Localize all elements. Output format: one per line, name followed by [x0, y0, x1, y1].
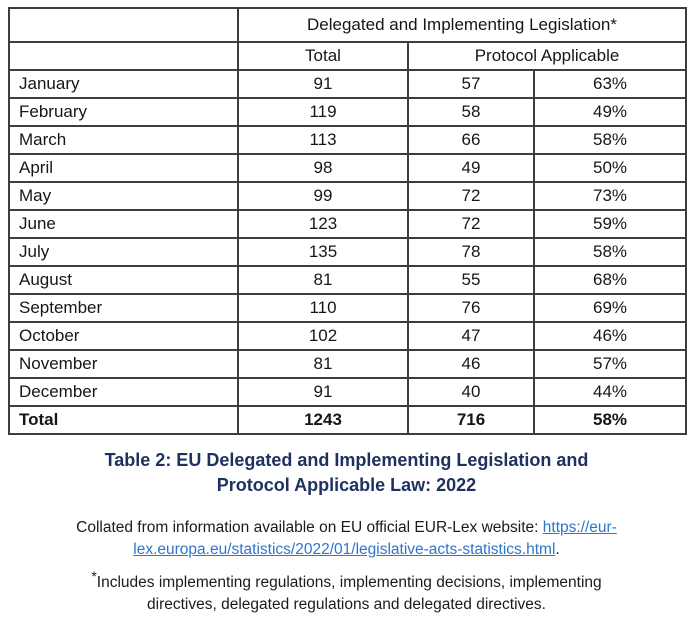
- row-label: November: [8, 349, 239, 379]
- row-percent-value: 58%: [532, 125, 688, 155]
- table-row: May 99 72 73%: [8, 181, 688, 211]
- row-label: July: [8, 237, 239, 267]
- row-label: December: [8, 377, 239, 407]
- row-protocol-value: 72: [407, 209, 535, 239]
- row-percent-value: 68%: [532, 265, 688, 295]
- row-protocol-value: 58: [407, 97, 535, 127]
- row-percent-value: 57%: [532, 349, 688, 379]
- row-percent-value: 49%: [532, 97, 688, 127]
- source-note: Collated from information available on E…: [0, 517, 693, 561]
- table-row: April 98 49 50%: [8, 153, 688, 183]
- row-total-value: 113: [237, 125, 409, 155]
- row-label: April: [8, 153, 239, 183]
- row-total-value: 91: [237, 69, 409, 99]
- row-total-value: 119: [237, 97, 409, 127]
- legislation-table: Delegated and Implementing Legislation* …: [8, 7, 688, 435]
- footnote: *Includes implementing regulations, impl…: [0, 569, 693, 616]
- table-caption: Table 2: EU Delegated and Implementing L…: [0, 448, 693, 498]
- row-label: January: [8, 69, 239, 99]
- table-row: August 81 55 68%: [8, 265, 688, 295]
- row-percent-value: 58%: [532, 405, 688, 435]
- row-protocol-value: 72: [407, 181, 535, 211]
- table-header-columns-row: Total Protocol Applicable: [8, 41, 688, 71]
- row-percent-value: 63%: [532, 69, 688, 99]
- row-total-value: 110: [237, 293, 409, 323]
- row-total-value: 1243: [237, 405, 409, 435]
- empty-corner-cell: [8, 7, 239, 43]
- table-row: March 113 66 58%: [8, 125, 688, 155]
- row-total-value: 135: [237, 237, 409, 267]
- row-protocol-value: 57: [407, 69, 535, 99]
- source-period: .: [555, 541, 560, 558]
- table-row: January 91 57 63%: [8, 69, 688, 99]
- row-label: May: [8, 181, 239, 211]
- link-line-2[interactable]: lex.europa.eu/statistics/2022/01/legisla…: [133, 541, 556, 558]
- table-body: January 91 57 63% February 119 58 49% March 113 66…: [8, 69, 688, 435]
- table-row: September 110 76 69%: [8, 293, 688, 323]
- row-percent-value: 46%: [532, 321, 688, 351]
- row-protocol-value: 716: [407, 405, 535, 435]
- row-protocol-value: 55: [407, 265, 535, 295]
- row-protocol-value: 78: [407, 237, 535, 267]
- table-header-title-row: Delegated and Implementing Legislation*: [8, 7, 688, 43]
- row-total-value: 99: [237, 181, 409, 211]
- row-total-value: 81: [237, 265, 409, 295]
- row-percent-value: 44%: [532, 377, 688, 407]
- row-label: June: [8, 209, 239, 239]
- row-total-value: 102: [237, 321, 409, 351]
- row-total-value: 91: [237, 377, 409, 407]
- table-row: October 102 47 46%: [8, 321, 688, 351]
- footnote-line-1: Includes implementing regulations, imple…: [96, 574, 602, 591]
- table-row: June 123 72 59%: [8, 209, 688, 239]
- table-row: July 135 78 58%: [8, 237, 688, 267]
- row-total-value: 123: [237, 209, 409, 239]
- footnote-line-2: directives, delegated regulations and de…: [147, 596, 546, 613]
- table-row: November 81 46 57%: [8, 349, 688, 379]
- row-total-value: 81: [237, 349, 409, 379]
- caption-line-1: Table 2: EU Delegated and Implementing L…: [104, 450, 589, 470]
- row-protocol-value: 40: [407, 377, 535, 407]
- row-protocol-value: 76: [407, 293, 535, 323]
- table-row: December 91 40 44%: [8, 377, 688, 407]
- row-protocol-value: 47: [407, 321, 535, 351]
- source-text: Collated from information available on E…: [76, 519, 543, 536]
- row-label: Total: [8, 405, 239, 435]
- column-header-total: Total: [237, 41, 409, 71]
- row-percent-value: 73%: [532, 181, 688, 211]
- row-percent-value: 59%: [532, 209, 688, 239]
- caption-line-2: Protocol Applicable Law: 2022: [216, 475, 477, 495]
- row-percent-value: 50%: [532, 153, 688, 183]
- row-label: October: [8, 321, 239, 351]
- eur-lex-link[interactable]: https://eur-lex.europa.eu/statistics/202…: [133, 519, 617, 558]
- table-row: February 119 58 49%: [8, 97, 688, 127]
- row-protocol-value: 66: [407, 125, 535, 155]
- row-percent-value: 58%: [532, 237, 688, 267]
- row-percent-value: 69%: [532, 293, 688, 323]
- link-line-1[interactable]: https://eur-: [542, 519, 617, 536]
- row-label: February: [8, 97, 239, 127]
- column-header-protocol-applicable: Protocol Applicable: [406, 41, 688, 71]
- empty-header-cell: [8, 41, 239, 71]
- table-row: Total 1243 716 58%: [8, 405, 688, 435]
- row-protocol-value: 46: [407, 349, 535, 379]
- row-total-value: 98: [237, 153, 409, 183]
- footnote-asterisk: *: [91, 567, 97, 584]
- row-label: August: [8, 265, 239, 295]
- row-protocol-value: 49: [407, 153, 535, 183]
- row-label: March: [8, 125, 239, 155]
- row-label: September: [8, 293, 239, 323]
- table-title: Delegated and Implementing Legislation*: [236, 7, 688, 43]
